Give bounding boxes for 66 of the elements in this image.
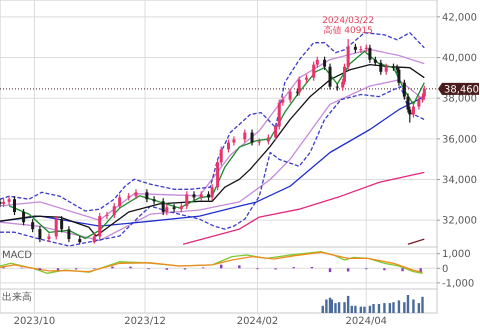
candlestick [134,188,138,200]
line-series [182,172,425,245]
candlestick [359,45,362,54]
candlestick [336,82,339,92]
y-tick-label: 40,000 [442,53,477,64]
candlestick [207,190,210,202]
candlestick [323,56,326,70]
candlestick [250,128,254,146]
bar [388,303,392,313]
candlestick [145,188,148,203]
ref-line-label: 38,460 [444,84,479,96]
candlestick [165,204,168,216]
candlestick [185,190,188,210]
candlestick [60,216,64,233]
candlestick [13,196,16,216]
bar [354,306,357,313]
candlestick [98,212,102,240]
candlestick [54,216,58,240]
y-tick-label: 42,000 [442,12,477,24]
bar [412,300,415,313]
candlestick [258,138,261,146]
candlestick [384,63,388,76]
chart-title: 出来高 [2,291,32,303]
x-tick-label: 2024/04 [346,316,388,327]
candlestick [200,190,203,202]
candlestick [417,96,420,110]
candlestick [226,138,230,154]
candlestick [92,232,96,244]
candlestick [38,225,42,243]
candlestick [31,218,34,233]
bar [368,306,372,313]
bar [398,300,400,313]
bar [383,303,386,313]
x-tick-label: 2023/10 [14,316,56,327]
bar [338,302,340,313]
y-tick-label: 32,000 [442,216,477,227]
candlestick [162,198,165,216]
bar [346,296,350,313]
y-tick-label: 36,000 [442,134,477,146]
y-tick-label: 0 [442,264,448,275]
annotation: 2024/03/22 高値 40915 [322,16,374,36]
candlestick [192,190,196,202]
candlestick [243,128,246,144]
candlestick [127,192,130,202]
y-tick-label: 1,000 [442,249,471,260]
candlestick [412,102,415,118]
candlestick [22,208,26,226]
chart-title: MACD [2,250,32,261]
y-tick-label: -1,000 [442,278,474,290]
candlestick [266,134,270,146]
y-tick-label: 34,000 [442,175,477,186]
candlestick [354,43,357,54]
candlestick [210,184,214,202]
candlestick [67,226,70,243]
candlestick [180,202,183,213]
candlestick [397,66,400,86]
candlestick [232,136,236,146]
x-tick-label: 2024/02 [236,316,278,327]
candlestick [422,85,426,100]
x-tick-label: 2023/12 [124,316,166,327]
y-tick-label: 38,000 [442,94,477,105]
candlestick [288,88,292,104]
candlestick [118,194,122,210]
bar [360,306,362,313]
bar [325,300,328,313]
candlestick [112,202,116,219]
